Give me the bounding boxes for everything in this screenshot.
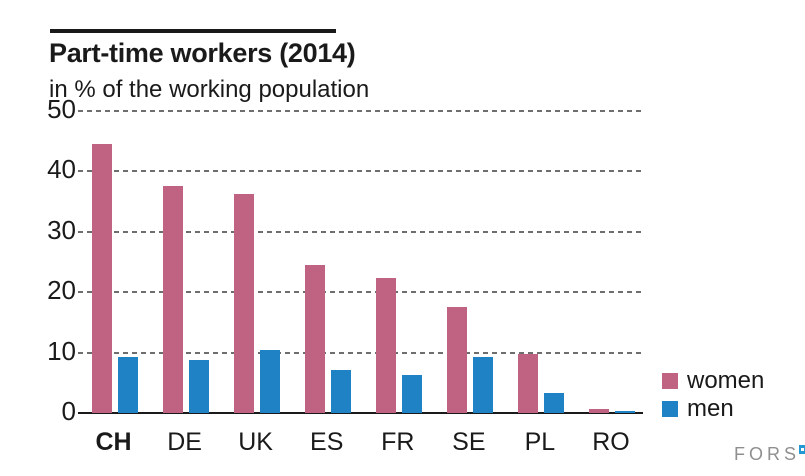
x-axis-line [78, 412, 643, 414]
brand-logo: FORS [734, 444, 805, 465]
bar-women-se [446, 307, 467, 413]
y-axis-label-40: 40 [47, 154, 76, 185]
x-axis-label-uk: UK [238, 428, 273, 456]
gridline-10 [78, 351, 643, 354]
bar-women-ch [91, 144, 112, 413]
bar-women-pl [517, 354, 538, 413]
legend-swatch-men [662, 401, 678, 417]
brand-square-icon [799, 444, 805, 454]
x-axis-label-de: DE [167, 428, 202, 456]
x-axis-label-ch: CH [95, 428, 132, 456]
y-axis-label-10: 10 [47, 335, 76, 366]
gridline-40 [78, 170, 643, 173]
bar-men-se [472, 357, 493, 413]
bar-men-es [330, 370, 351, 413]
y-axis-label-50: 50 [47, 94, 76, 124]
legend-item-women: women [662, 368, 764, 394]
bar-men-ch [117, 357, 138, 413]
bar-men-uk [259, 350, 280, 413]
legend-swatch-women [662, 373, 678, 389]
brand-name: FORS [734, 444, 801, 464]
gridline-20 [78, 291, 643, 294]
bar-women-ro [588, 409, 609, 413]
title-rule [50, 29, 336, 33]
gridline-30 [78, 230, 643, 233]
chart-subtitle: in % of the working population [49, 76, 370, 103]
bar-women-es [304, 265, 325, 413]
bar-men-pl [543, 393, 564, 413]
chart-title: Part-time workers (2014) [49, 38, 356, 68]
bar-women-fr [375, 278, 396, 413]
bar-men-ro [614, 411, 635, 413]
bar-men-de [188, 360, 209, 413]
x-axis-label-se: SE [452, 428, 486, 456]
x-axis-label-fr: FR [381, 428, 415, 456]
chart-legend: women men [662, 368, 764, 422]
legend-label-men: men [687, 395, 734, 422]
y-axis-label-0: 0 [61, 396, 76, 426]
legend-item-men: men [662, 396, 764, 422]
x-axis-label-es: ES [310, 428, 344, 456]
bar-men-fr [401, 375, 422, 413]
x-axis-label-pl: PL [524, 428, 556, 456]
bar-women-de [162, 186, 183, 413]
gridline-50 [78, 110, 643, 112]
x-axis-label-ro: RO [592, 428, 630, 456]
bar-women-uk [233, 194, 254, 413]
y-axis-label-30: 30 [47, 214, 76, 245]
legend-label-women: women [687, 367, 765, 394]
y-axis-label-20: 20 [47, 275, 76, 306]
